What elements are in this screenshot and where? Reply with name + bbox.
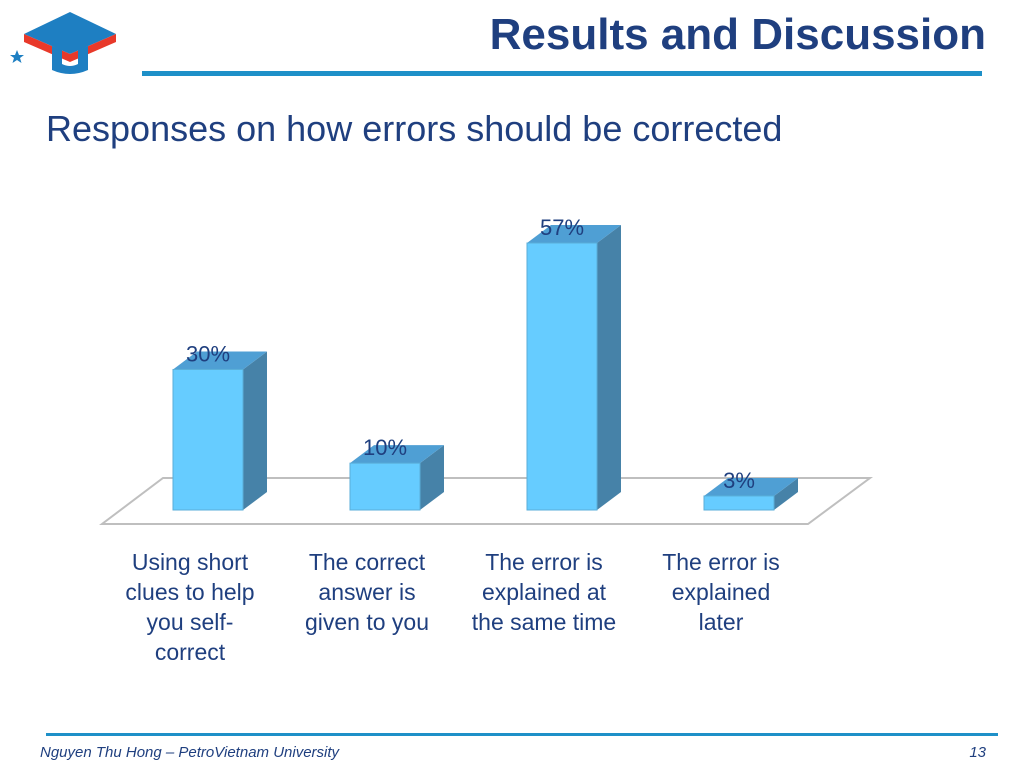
bar-side <box>420 445 444 510</box>
title-divider <box>142 71 982 76</box>
bar <box>526 242 598 511</box>
chart-floor <box>99 477 874 525</box>
bar-top <box>173 351 267 370</box>
bar <box>172 368 244 511</box>
bar <box>703 495 775 511</box>
data-label: 30% <box>186 341 230 366</box>
slide-subtitle: Responses on how errors should be correc… <box>46 108 783 149</box>
data-label: 57% <box>540 215 584 240</box>
data-label: 3% <box>723 468 755 493</box>
bar <box>349 462 421 511</box>
page-number: 13 <box>969 744 986 761</box>
bar-top <box>704 477 798 496</box>
data-label: 10% <box>363 435 407 460</box>
category-label: The error is explained later <box>662 549 780 635</box>
bar-side <box>597 225 621 510</box>
bar-side <box>243 351 267 510</box>
bar-side <box>774 477 798 510</box>
category-label: The error is explained at the same time <box>472 549 616 635</box>
footer-author: Nguyen Thu Hong – PetroVietnam Universit… <box>40 744 340 761</box>
category-label: The correct answer is given to you <box>305 549 429 635</box>
bar-top <box>350 445 444 464</box>
category-label: Using short clues to help you self-correct <box>125 549 254 665</box>
footer-divider <box>46 733 998 736</box>
bar-top <box>527 225 621 243</box>
university-logo-icon <box>10 12 116 74</box>
slide-title: Results and Discussion <box>489 10 986 59</box>
